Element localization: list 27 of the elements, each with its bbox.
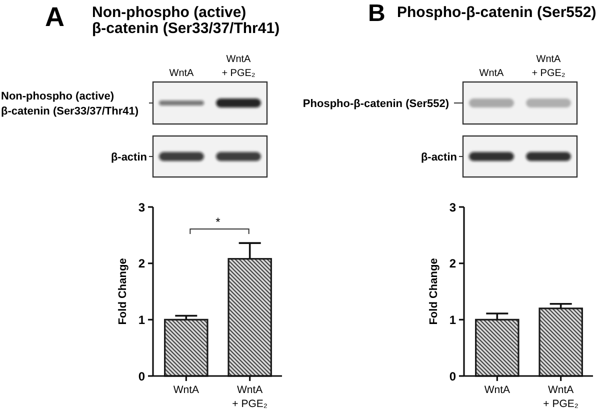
- text: β-actin: [420, 152, 458, 164]
- chart-title: Phospho-β-catenin (Ser552): [397, 4, 596, 21]
- text: A: [45, 2, 64, 32]
- text: Non-phospho (active) β-catenin (Ser33/37/Thr41): [1, 90, 139, 118]
- x-tick-label: WntA + PGE₂: [543, 384, 578, 410]
- category-label: WntA: [479, 68, 504, 79]
- y-tick-label: 1: [449, 312, 456, 327]
- text: β-actin: [110, 152, 148, 164]
- y-tick-label: 3: [138, 200, 146, 214]
- text: Phospho-β-catenin (Ser552): [302, 98, 450, 110]
- x-tick-label: WntA: [484, 384, 510, 396]
- x-tick-label: WntA: [173, 384, 199, 396]
- y-tick-label: 2: [138, 256, 146, 271]
- y-tick-label: 0: [449, 369, 456, 384]
- annotation: *: [216, 215, 221, 230]
- y-tick-label: 0: [138, 369, 146, 384]
- x-tick-label: WntA + PGE₂: [232, 384, 268, 410]
- y-axis-title: Fold Change: [117, 258, 129, 325]
- chart-title: Non-phospho (active) β-catenin (Ser33/37/Thr41): [92, 4, 280, 37]
- text: B: [368, 0, 386, 27]
- y-tick-label: 1: [138, 312, 146, 327]
- y-tick-label: 2: [449, 256, 456, 271]
- y-tick-label: 3: [449, 200, 456, 214]
- category-label: WntA + PGE₂: [222, 54, 256, 79]
- y-axis-title: Fold Change: [428, 258, 440, 325]
- category-label: WntA + PGE₂: [532, 54, 566, 79]
- category-label: WntA: [169, 68, 194, 79]
